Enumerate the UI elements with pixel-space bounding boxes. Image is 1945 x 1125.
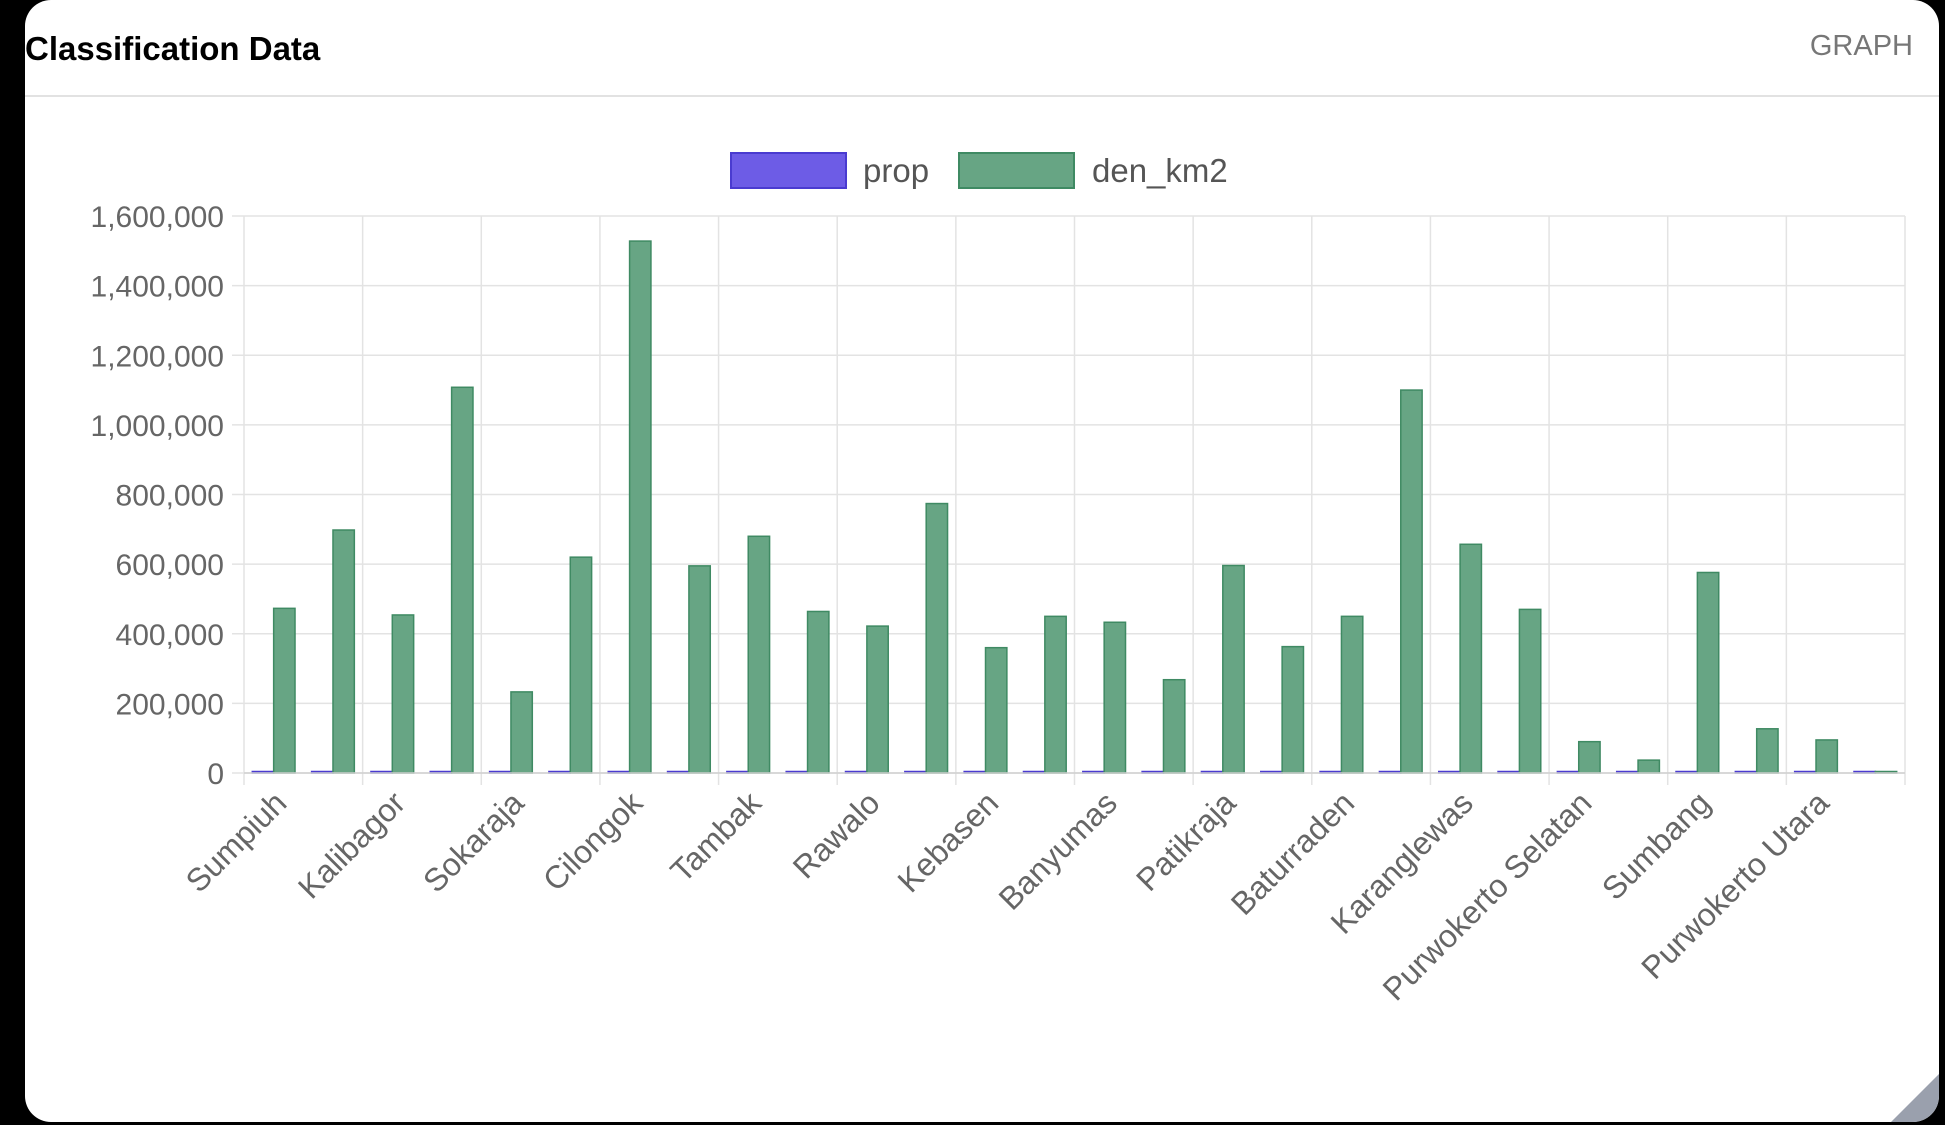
- y-tick-label: 400,000: [116, 619, 224, 652]
- y-tick-label: 1,200,000: [91, 340, 224, 373]
- legend-swatch-prop[interactable]: [730, 152, 847, 189]
- x-tick-label: Sumpiuh: [179, 784, 294, 899]
- y-tick-label: 0: [207, 758, 224, 791]
- bar-den_km2: [628, 240, 652, 774]
- y-tick-label: 1,600,000: [91, 201, 224, 234]
- y-tick-label: 1,400,000: [91, 271, 224, 304]
- legend-label-den_km2[interactable]: den_km2: [1092, 152, 1228, 189]
- graph-link[interactable]: GRAPH: [1809, 30, 1913, 62]
- x-tick-label: Sumbang: [1595, 784, 1717, 906]
- bar-den_km2: [806, 610, 830, 774]
- bar-den_km2: [510, 691, 534, 774]
- y-tick-label: 800,000: [116, 480, 224, 513]
- bar-den_km2: [1162, 678, 1186, 774]
- bar-den_km2: [1281, 645, 1305, 774]
- x-tick-label: Kebasen: [891, 784, 1006, 899]
- bar-den_km2: [272, 607, 296, 774]
- card-title: Classification Data: [25, 30, 321, 67]
- resize-handle-icon[interactable]: [1891, 1074, 1939, 1122]
- x-tick-label: Sokaraja: [416, 784, 531, 899]
- bar-den_km2: [984, 646, 1008, 774]
- card-header: Classification Data GRAPH: [25, 0, 1939, 97]
- y-tick-label: 1,000,000: [91, 410, 224, 443]
- bar-den_km2: [450, 386, 474, 774]
- x-tick-label: Purwokerto Selatan: [1376, 784, 1599, 1007]
- bar-den_km2: [1340, 615, 1364, 774]
- bar-den_km2: [1044, 615, 1067, 774]
- bar-den_km2: [332, 529, 356, 774]
- bar-den_km2: [925, 502, 949, 774]
- x-tick-label: Tambak: [663, 784, 768, 889]
- bar-den_km2: [569, 556, 593, 774]
- bar-den_km2: [1696, 571, 1720, 774]
- bar-chart: 0 200,000 400,000 600,000 800,000 1,000,000 1,…: [91, 152, 1906, 1007]
- y-tick-label: 600,000: [116, 549, 224, 582]
- bar-den_km2: [1518, 608, 1542, 774]
- x-tick-label: Banyumas: [992, 784, 1124, 916]
- bar-den_km2: [1755, 728, 1779, 774]
- legend-swatch-den_km2[interactable]: [958, 152, 1075, 189]
- x-tick-label: Cilongok: [536, 784, 650, 898]
- chart-card: Classification Data GRAPH 0 200,000 400,00…: [25, 0, 1939, 1122]
- bar-den_km2: [1459, 543, 1483, 774]
- x-tick-label: Patikraja: [1129, 784, 1243, 898]
- bar-den_km2: [1637, 759, 1661, 774]
- legend-label-prop[interactable]: prop: [863, 152, 929, 189]
- bar-den_km2: [1577, 740, 1601, 774]
- bar-den_km2: [1400, 389, 1423, 774]
- y-tick-label: 200,000: [116, 688, 224, 721]
- bar-den_km2: [866, 625, 889, 774]
- x-tick-label: Kalibagor: [291, 784, 412, 905]
- bar-den_km2: [391, 614, 415, 774]
- bar-den_km2: [1222, 564, 1245, 774]
- x-tick-label: Rawalo: [786, 784, 887, 885]
- bar-den_km2: [1103, 621, 1127, 774]
- bar-den_km2: [747, 535, 771, 774]
- bar-den_km2: [1815, 739, 1839, 774]
- bar-den_km2: [688, 565, 712, 774]
